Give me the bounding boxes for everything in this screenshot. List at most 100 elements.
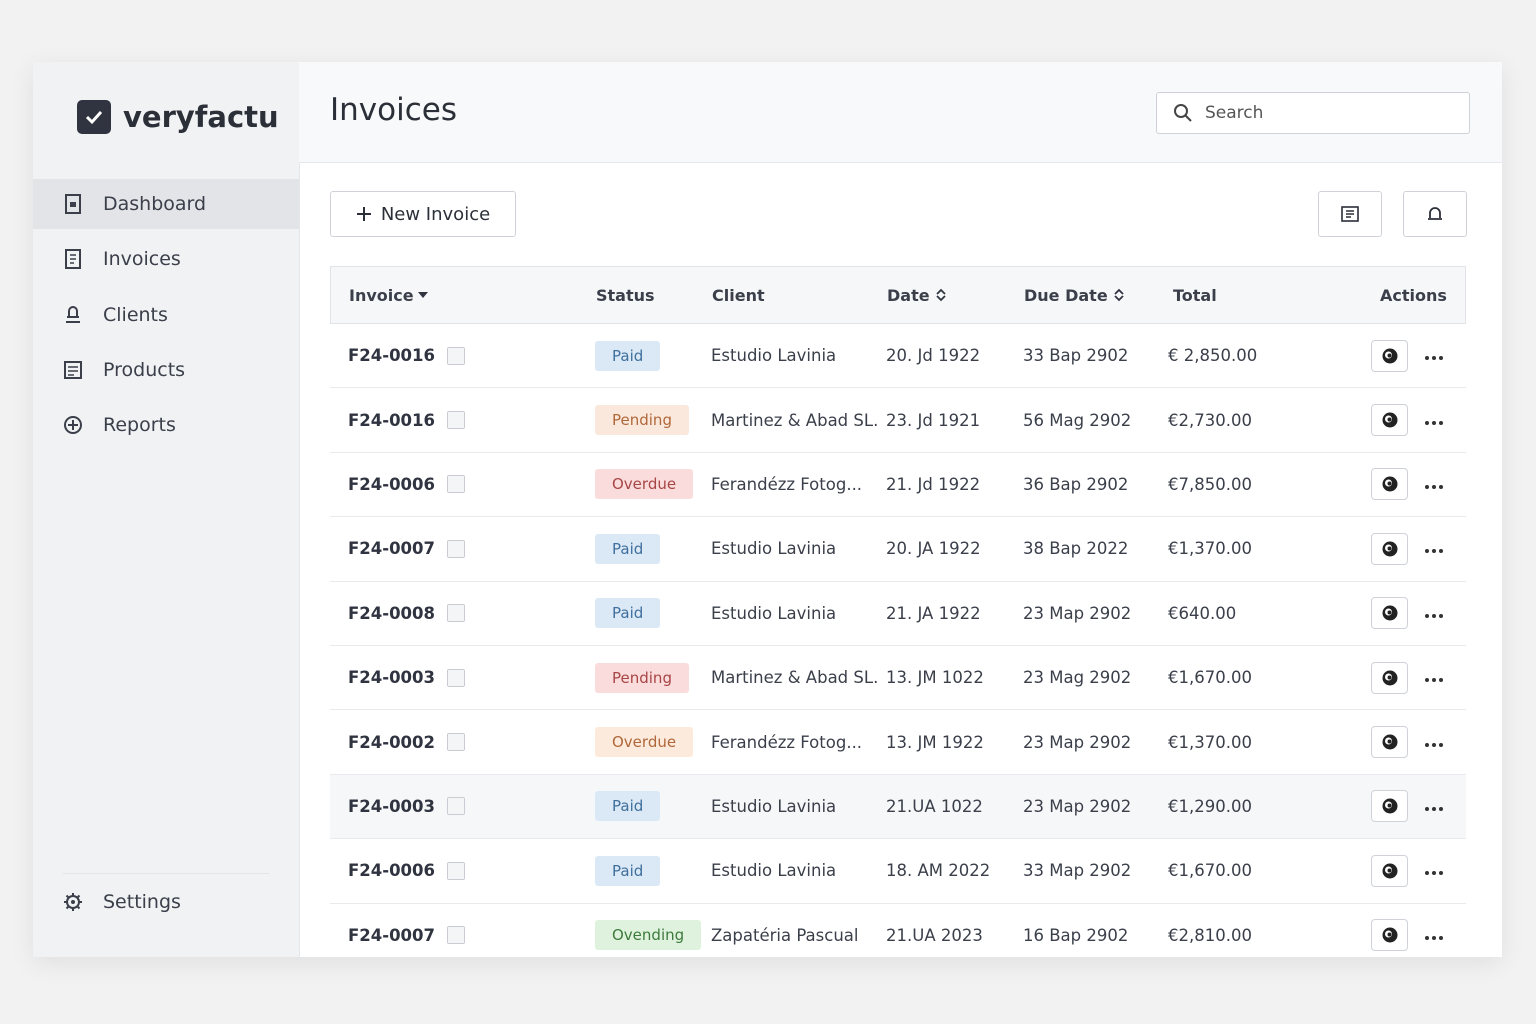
view-button[interactable] — [1371, 790, 1408, 823]
invoice-number[interactable]: F24-0003 — [348, 668, 436, 688]
due-date: 16 Bap 2902 — [1023, 925, 1129, 945]
page-title: Invoices — [330, 92, 457, 128]
view-button[interactable] — [1371, 404, 1408, 437]
more-button[interactable] — [1424, 861, 1444, 880]
invoice-number[interactable]: F24-0006 — [348, 474, 436, 494]
sidebar: veryfactu Dashboard Invoices Clients Produc… — [33, 62, 300, 957]
total: €1,370.00 — [1168, 732, 1252, 752]
nav-item[interactable]: Clients — [33, 290, 299, 340]
total: €2,810.00 — [1168, 925, 1252, 945]
nav-settings[interactable]: Settings — [33, 877, 299, 927]
date: 18. AM 2022 — [886, 861, 991, 881]
total: €640.00 — [1168, 603, 1237, 623]
table-row: F24-0007 Paid Estudio Lavinia 20. JA 1922 38… — [330, 517, 1466, 582]
due-date: 23 Mag 2902 — [1023, 668, 1132, 688]
view-button[interactable] — [1371, 597, 1408, 630]
nav-item[interactable]: Products — [33, 345, 299, 395]
actions-cell — [1371, 646, 1444, 709]
info-icon — [447, 668, 466, 687]
column-header: Client — [712, 267, 765, 323]
total-cell: €1,670.00 — [1168, 646, 1252, 709]
nav-item[interactable]: Dashboard — [33, 179, 299, 229]
due-date: 23 Map 2902 — [1023, 603, 1132, 623]
total-cell: €2,730.00 — [1168, 388, 1252, 451]
more-button[interactable] — [1424, 346, 1444, 365]
total: €1,670.00 — [1168, 668, 1252, 688]
invoice-number[interactable]: F24-0002 — [348, 732, 436, 752]
client: Ferandézz Fotog... — [711, 732, 863, 752]
more-button[interactable] — [1424, 668, 1444, 687]
more-button[interactable] — [1424, 604, 1444, 623]
status-cell: Paid — [595, 775, 661, 838]
view-button[interactable] — [1371, 854, 1408, 887]
status-badge: Pending — [595, 662, 689, 693]
date-cell: 21. JA 1922 — [886, 582, 981, 645]
export-button[interactable] — [1318, 191, 1382, 237]
invoice-number[interactable]: F24-0006 — [348, 861, 436, 881]
status-badge: Paid — [595, 533, 661, 564]
total-cell: €7,850.00 — [1168, 453, 1252, 516]
invoice-table: Invoice Status Client Date Due Date Tota… — [330, 266, 1466, 957]
invoice-number[interactable]: F24-0007 — [348, 539, 436, 559]
view-button[interactable] — [1371, 468, 1408, 501]
invoice-number[interactable]: F24-0016 — [348, 346, 436, 366]
more-button[interactable] — [1424, 797, 1444, 816]
info-icon — [447, 475, 466, 494]
column-label: Date — [887, 285, 930, 305]
column-header[interactable]: Due Date — [1024, 267, 1124, 323]
date: 13. JM 1922 — [886, 732, 984, 752]
invoice-number[interactable]: F24-0016 — [348, 410, 436, 430]
more-button[interactable] — [1424, 411, 1444, 430]
column-label: Actions — [1380, 285, 1447, 305]
info-icon — [447, 797, 466, 816]
status-cell: Paid — [595, 324, 661, 387]
view-button[interactable] — [1371, 726, 1408, 759]
date-cell: 13. JM 1022 — [886, 646, 984, 709]
date: 21. Jd 1922 — [886, 474, 981, 494]
due-date-cell: 23 Map 2902 — [1023, 710, 1131, 773]
new-invoice-button[interactable]: New Invoice — [330, 191, 516, 237]
info-icon — [447, 604, 466, 623]
nav-item[interactable]: Reports — [33, 400, 299, 450]
info-icon — [447, 861, 466, 880]
nav-label: Reports — [103, 414, 176, 437]
total-cell: €2,810.00 — [1168, 904, 1252, 957]
nav-item[interactable]: Invoices — [33, 234, 299, 284]
invoice-number[interactable]: F24-0007 — [348, 925, 436, 945]
notify-button[interactable] — [1403, 191, 1467, 237]
view-button[interactable] — [1371, 661, 1408, 694]
column-header[interactable]: Date — [887, 267, 946, 323]
actions-cell — [1371, 904, 1444, 957]
total-cell: €1,290.00 — [1168, 775, 1252, 838]
total: €1,290.00 — [1168, 796, 1252, 816]
status-badge: Overdue — [595, 469, 694, 500]
due-date: 38 Bap 2022 — [1023, 539, 1129, 559]
more-button[interactable] — [1424, 733, 1444, 752]
status-cell: Pending — [595, 646, 689, 709]
client-cell: Ferandézz Fotog... — [711, 710, 862, 773]
client: Estudio Lavinia — [711, 346, 837, 366]
app-window: veryfactu Dashboard Invoices Clients Produc… — [33, 62, 1502, 957]
table-body: F24-0016 Paid Estudio Lavinia 20. Jd 1922 33… — [330, 324, 1466, 957]
table-row: F24-0008 Paid Estudio Lavinia 21. JA 1922 23… — [330, 582, 1466, 646]
invoice-number[interactable]: F24-0008 — [348, 603, 436, 623]
due-date: 23 Map 2902 — [1023, 796, 1132, 816]
status-cell: Paid — [595, 839, 661, 902]
more-button[interactable] — [1424, 475, 1444, 494]
column-header[interactable]: Invoice — [349, 267, 429, 323]
invoice-number[interactable]: F24-0003 — [348, 796, 436, 816]
client: Estudio Lavinia — [711, 861, 837, 881]
view-button[interactable] — [1371, 339, 1408, 372]
more-button[interactable] — [1424, 539, 1444, 558]
client-cell: Estudio Lavinia — [711, 324, 836, 387]
date: 21. JA 1922 — [886, 603, 981, 623]
client: Martinez & Abad SL. — [711, 410, 879, 430]
view-button[interactable] — [1371, 532, 1408, 565]
total-cell: €1,370.00 — [1168, 517, 1252, 580]
invoice-cell: F24-0006 — [348, 839, 466, 902]
search-box[interactable]: Search — [1156, 92, 1470, 134]
client-cell: Ferandézz Fotog... — [711, 453, 862, 516]
view-button[interactable] — [1371, 919, 1408, 952]
more-button[interactable] — [1424, 926, 1444, 945]
due-date-cell: 38 Bap 2022 — [1023, 517, 1128, 580]
